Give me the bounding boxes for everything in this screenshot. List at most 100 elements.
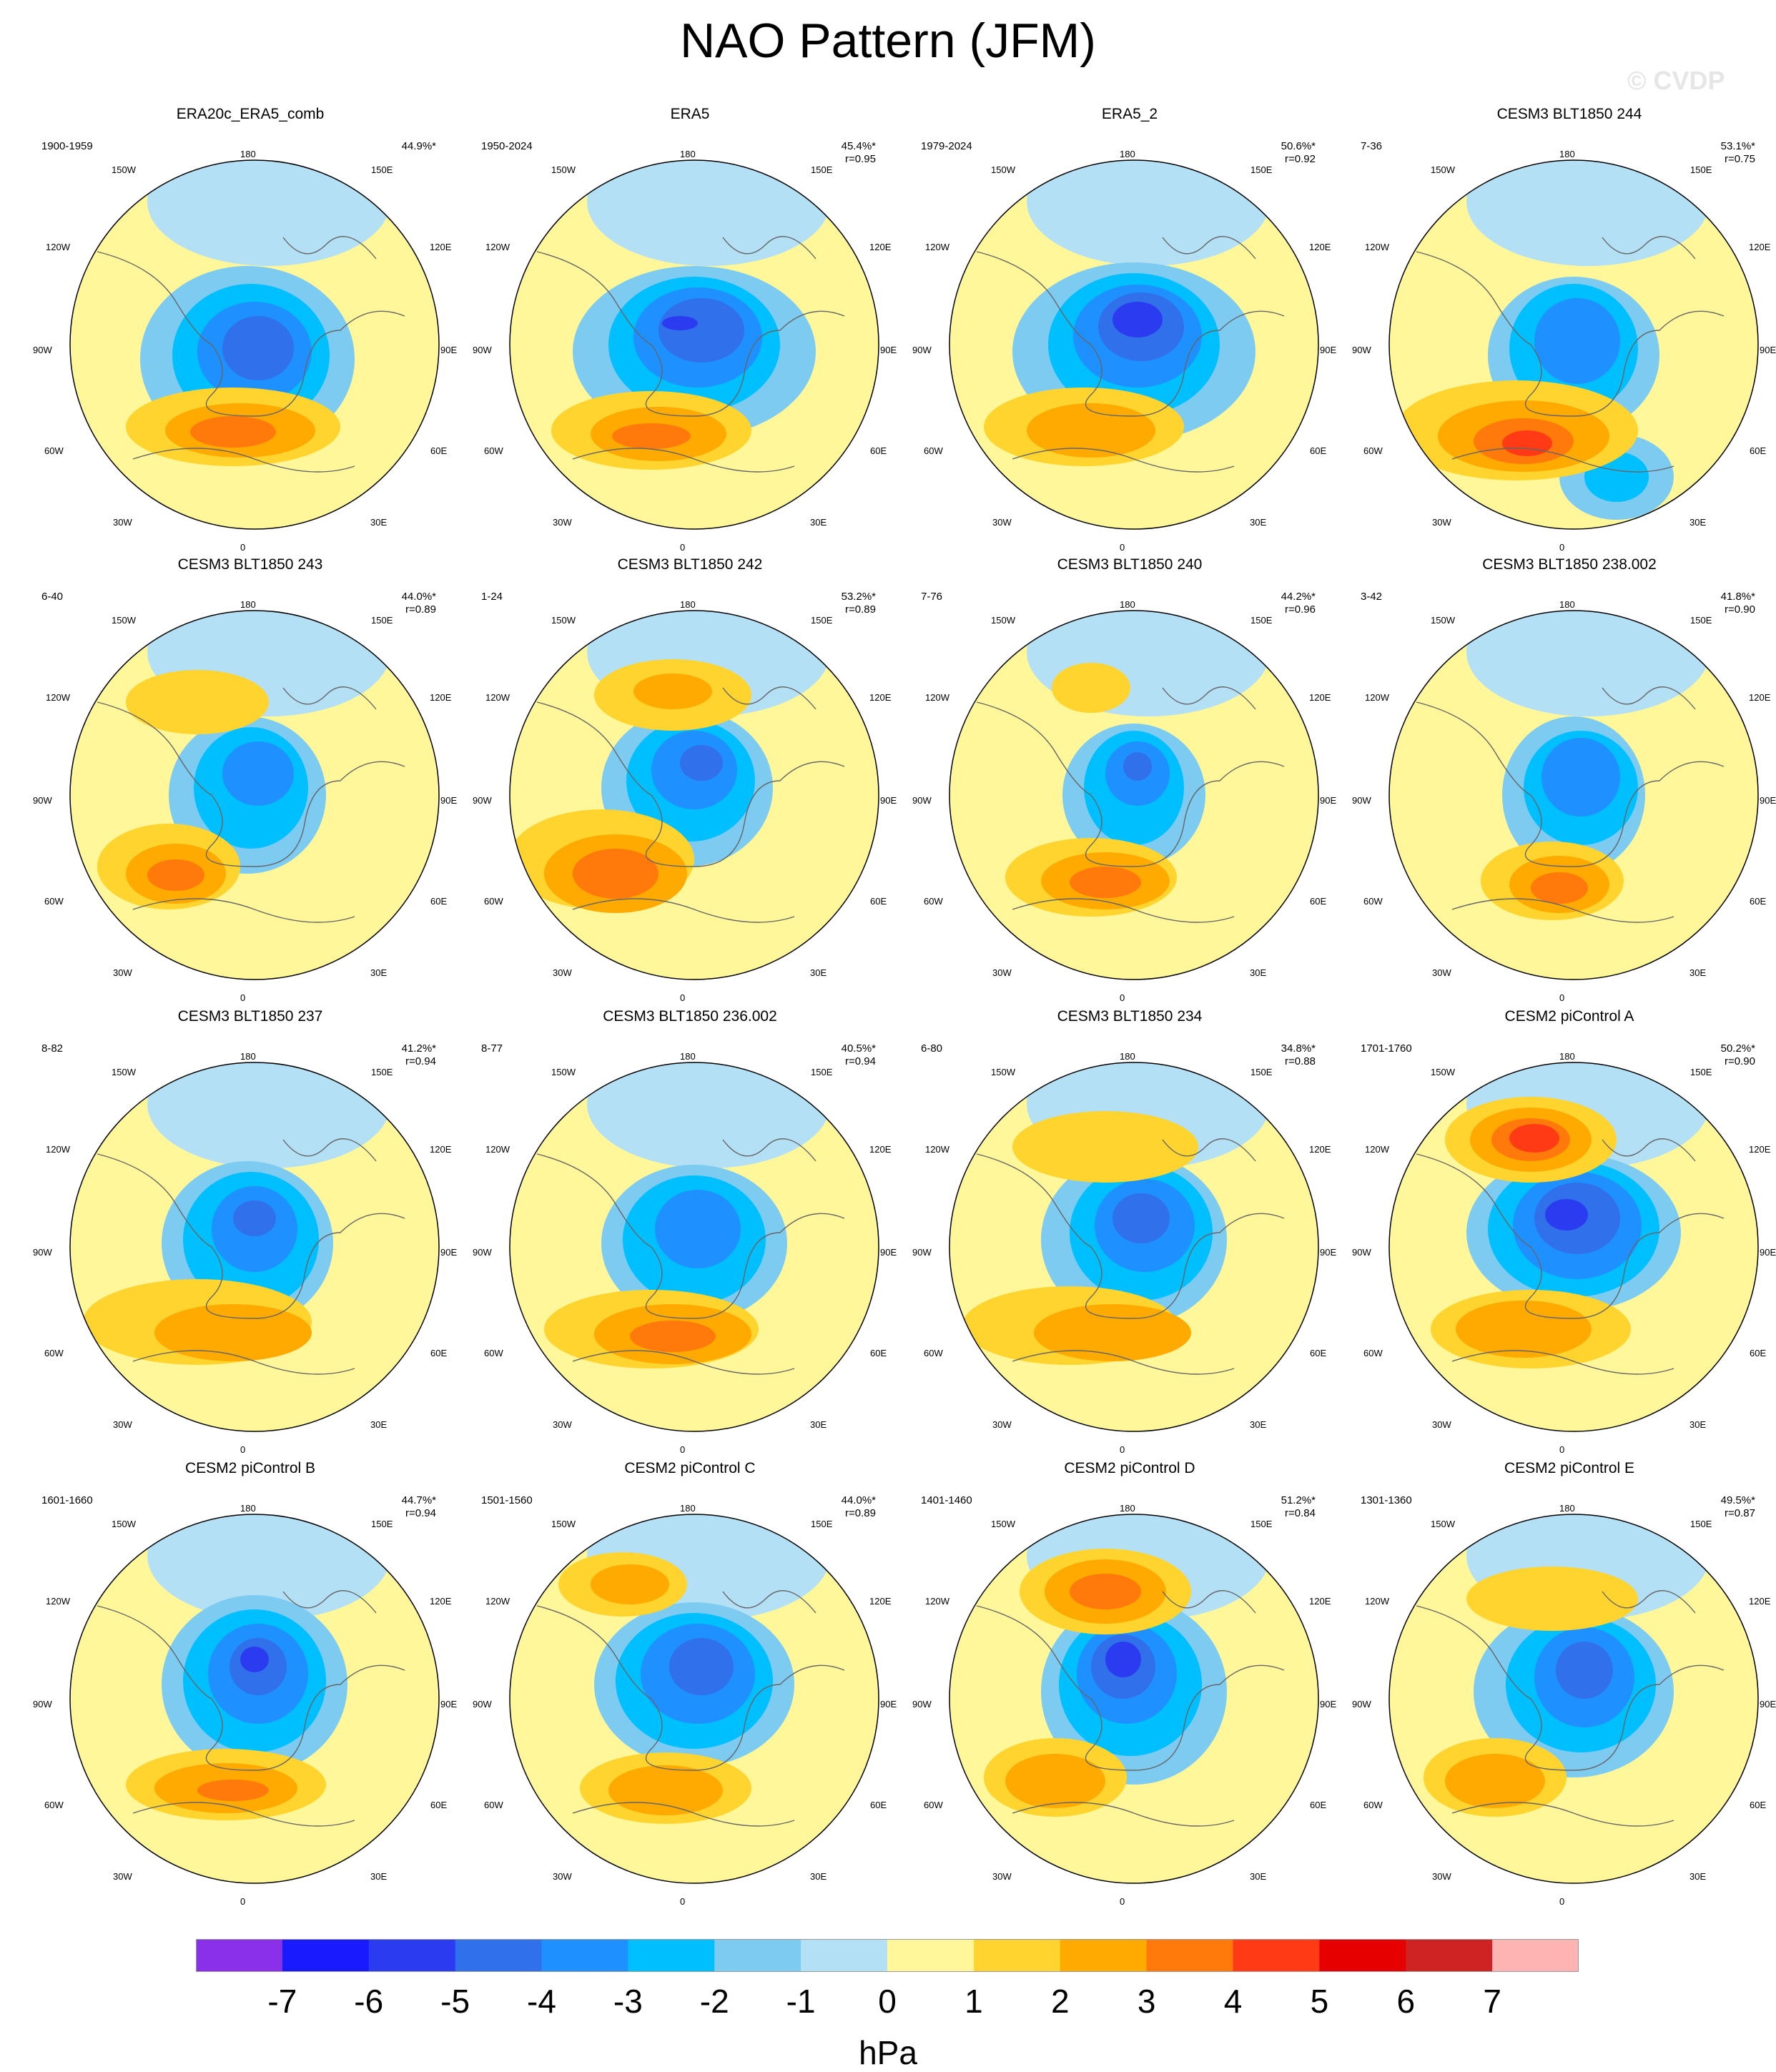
high-pressure-contour: [633, 674, 712, 709]
colorbar-swatch: [1406, 1939, 1493, 1972]
panel-stats: 49.5%* r=0.87: [1705, 1494, 1755, 1520]
lon-label-upper-left: 120W: [46, 1596, 70, 1607]
map-panel: CESM3 BLT1850 242 1-24 53.2%* r=0.89 180 150W…: [468, 556, 912, 1003]
map-border: [949, 1062, 1319, 1432]
lon-label-right: 90E: [1760, 795, 1776, 806]
lon-label-bottom-right: 30E: [370, 517, 388, 528]
lon-label-lower-right: 60E: [870, 1800, 887, 1810]
lon-label-lower-left: 60W: [924, 1348, 943, 1358]
lon-label-bottom: 0: [1559, 542, 1565, 553]
panel-period: 1950-2024: [481, 140, 533, 152]
lon-label-top-left: 150W: [991, 164, 1015, 175]
map-panel: ERA5 1950-2024 45.4%* r=0.95 180 150W 150E 120W…: [468, 106, 912, 553]
colorbar-tick-label: -6: [354, 1983, 384, 2020]
low-pressure-contour: [1534, 298, 1620, 384]
lon-label-lower-left: 60W: [484, 896, 503, 907]
coastline: [976, 236, 1285, 473]
colorbar-tick-label: -1: [786, 1983, 816, 2020]
panel-correlation: r=0.94: [405, 1055, 436, 1067]
lon-label-left: 90W: [912, 1699, 932, 1710]
lon-label-bottom-right: 30E: [370, 967, 388, 978]
lon-label-top: 180: [1120, 1503, 1135, 1514]
colorbar-swatch: [282, 1939, 370, 1972]
lon-label-upper-right: 120E: [1309, 692, 1331, 703]
map-panel: CESM3 BLT1850 243 6-40 44.0%* r=0.89 180 150W…: [29, 556, 472, 1003]
map-border: [1388, 1514, 1759, 1884]
panel-variance: 53.2%*: [841, 591, 876, 603]
lon-label-lower-left: 60W: [44, 445, 64, 456]
lon-label-bottom: 0: [240, 542, 246, 553]
lon-label-bottom-left: 30W: [553, 1419, 572, 1430]
panel-stats: 40.5%* r=0.94: [826, 1042, 876, 1068]
panel-period: 1501-1560: [481, 1494, 533, 1506]
map-panel: CESM3 BLT1850 240 7-76 44.2%* r=0.96 180 150W…: [908, 556, 1351, 1003]
lon-label-top-right: 150E: [811, 1519, 833, 1529]
lon-label-top-right: 150E: [371, 1519, 393, 1529]
lon-label-upper-left: 120W: [485, 1144, 510, 1155]
colorbar-swatch: [455, 1939, 542, 1972]
lon-label-right: 90E: [440, 1699, 458, 1710]
low-pressure-contour: [658, 298, 744, 362]
lon-label-top-left: 150W: [112, 615, 136, 626]
lon-label-bottom: 0: [1559, 1896, 1565, 1907]
map-border: [1388, 159, 1759, 530]
low-pressure-contour: [1545, 1199, 1588, 1230]
map-border: [69, 1062, 440, 1432]
lon-label-bottom-left: 30W: [113, 517, 132, 528]
panel-stats: 44.7%* r=0.94: [386, 1494, 436, 1520]
colorbar-tick-label: 7: [1483, 1983, 1501, 2020]
map-panel: CESM2 piControl D 1401-1460 51.2%* r=0.84 18…: [908, 1460, 1351, 1907]
colorbar-tick-label: 4: [1223, 1983, 1243, 2020]
lon-label-bottom-left: 30W: [992, 967, 1012, 978]
low-pressure-contour: [662, 316, 698, 330]
map-border: [1388, 610, 1759, 980]
lon-label-lower-right: 60E: [430, 896, 448, 907]
lon-label-left: 90W: [473, 1699, 492, 1710]
high-pressure-contour: [1012, 1111, 1198, 1183]
panel-correlation: r=0.95: [845, 153, 876, 165]
high-pressure-contour: [1034, 1304, 1191, 1361]
lon-label-lower-left: 60W: [484, 1348, 503, 1358]
polar-map: [948, 609, 1320, 981]
lon-label-lower-right: 60E: [1310, 1800, 1327, 1810]
lon-label-upper-left: 120W: [1365, 242, 1389, 252]
lon-label-top-left: 150W: [112, 164, 136, 175]
panel-variance: 41.8%*: [1720, 591, 1755, 603]
panel-correlation: r=0.94: [405, 1507, 436, 1519]
map-panel: CESM3 BLT1850 234 6-80 34.8%* r=0.88 180 150W…: [908, 1008, 1351, 1455]
colorbar-tick-label: -4: [527, 1983, 556, 2020]
lon-label-bottom-left: 30W: [553, 1871, 572, 1882]
panel-period: 1701-1760: [1361, 1042, 1412, 1055]
lon-label-left: 90W: [1352, 1247, 1371, 1258]
lon-label-lower-right: 60E: [1310, 1348, 1327, 1358]
panel-variance: 44.9%*: [401, 140, 436, 152]
lon-label-lower-right: 60E: [430, 1348, 448, 1358]
lon-label-bottom: 0: [680, 1444, 686, 1455]
colorbar-tick-label: -3: [613, 1983, 643, 2020]
coastline: [97, 236, 405, 473]
lon-label-upper-right: 120E: [1309, 1596, 1331, 1607]
lon-label-upper-left: 120W: [1365, 692, 1389, 703]
lon-label-bottom-right: 30E: [370, 1419, 388, 1430]
lon-label-top-right: 150E: [1690, 1519, 1712, 1529]
lon-label-bottom-right: 30E: [1250, 1419, 1267, 1430]
lon-label-upper-right: 120E: [1749, 1596, 1771, 1607]
polar-map: [508, 1513, 880, 1885]
lon-label-right: 90E: [1320, 1247, 1337, 1258]
colorbar-swatch: [1233, 1939, 1320, 1972]
panel-title: CESM3 BLT1850 234: [1057, 1008, 1203, 1025]
panel-period: 1900-1959: [41, 140, 93, 152]
lon-label-bottom-right: 30E: [1689, 1419, 1707, 1430]
lon-label-bottom-left: 30W: [1432, 517, 1451, 528]
map-panel: CESM2 piControl A 1701-1760 50.2%* r=0.90 18…: [1348, 1008, 1776, 1455]
panel-title: CESM3 BLT1850 238.002: [1482, 556, 1657, 573]
map-panel: CESM3 BLT1850 238.002 3-42 41.8%* r=0.90 180…: [1348, 556, 1776, 1003]
panel-correlation: r=0.89: [845, 1507, 876, 1519]
lon-label-top-right: 150E: [811, 164, 833, 175]
panel-stats: 51.2%* r=0.84: [1266, 1494, 1316, 1520]
high-pressure-contour: [591, 1564, 669, 1604]
coastline: [1416, 1590, 1725, 1827]
lon-label-bottom: 0: [680, 992, 686, 1003]
lon-label-left: 90W: [33, 345, 52, 355]
coastline: [976, 1590, 1285, 1827]
